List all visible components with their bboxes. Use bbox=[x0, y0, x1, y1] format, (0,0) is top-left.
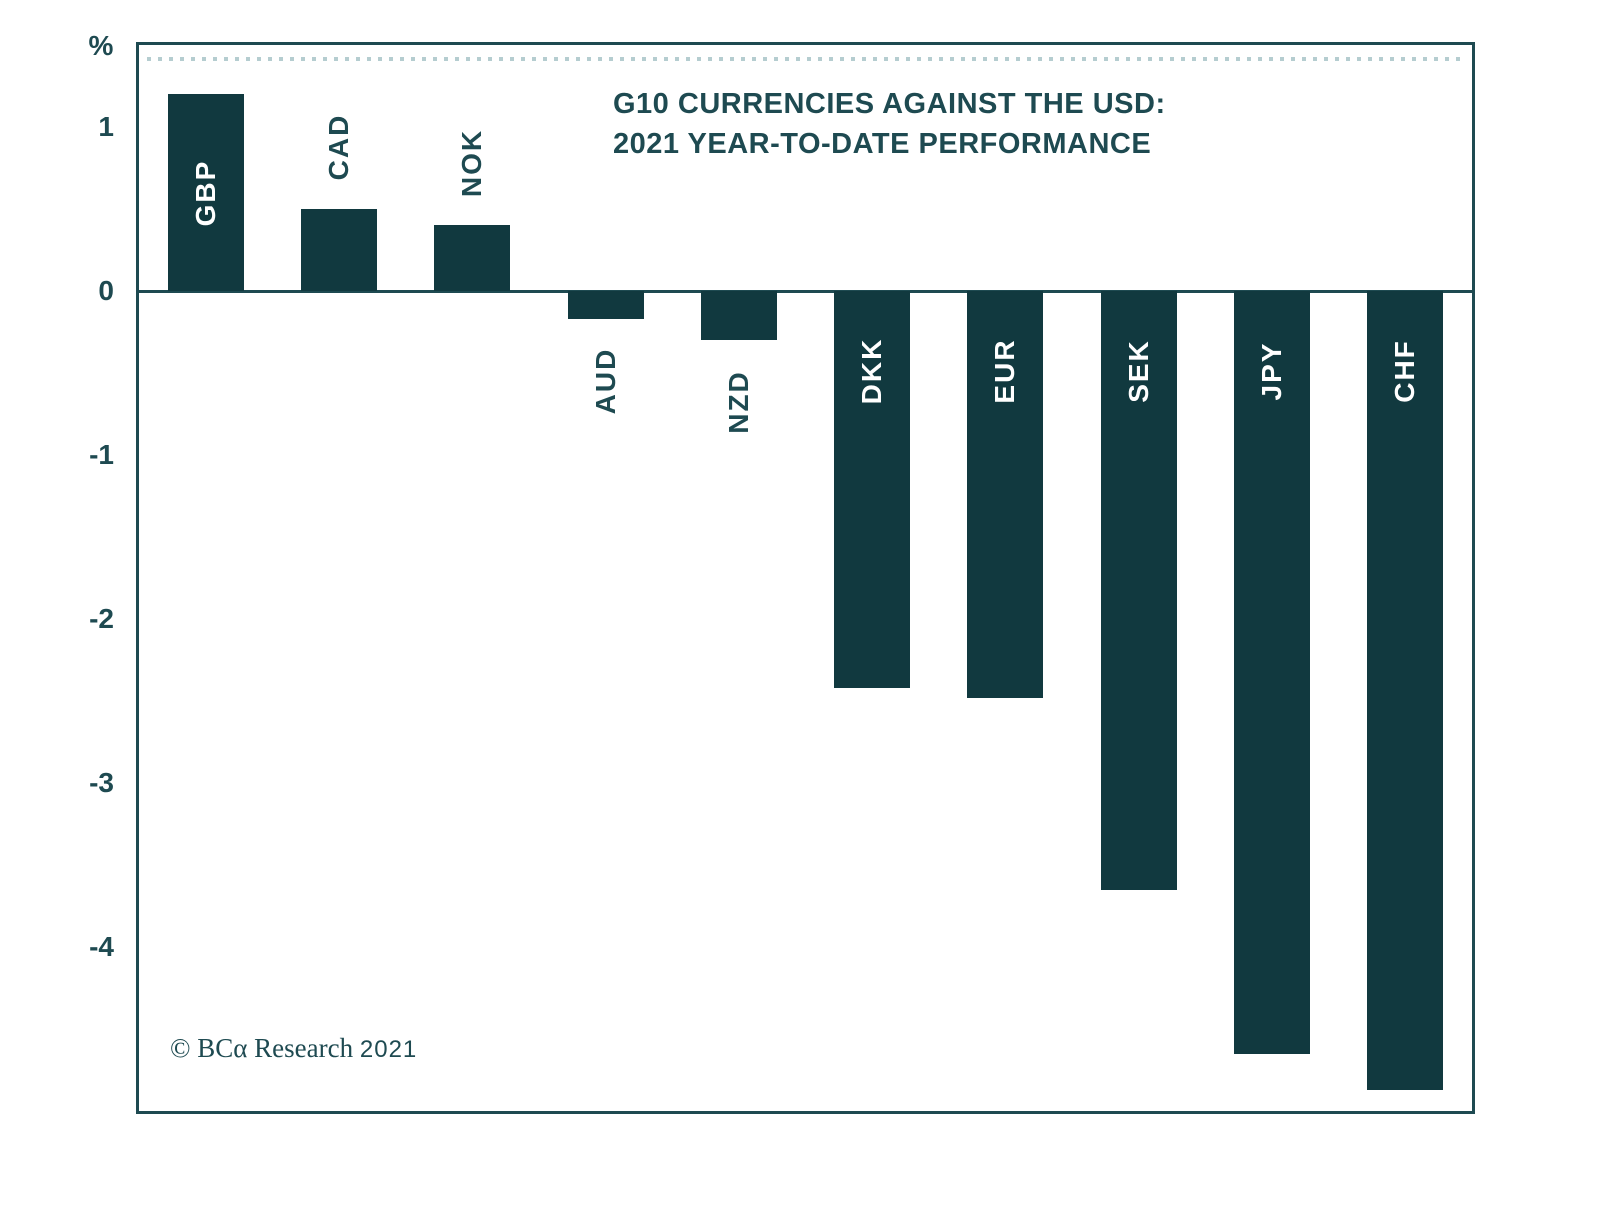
y-tick-label--3: -3 bbox=[89, 767, 114, 798]
bar-CAD bbox=[300, 209, 377, 291]
chart-title-line-2: 2021 YEAR-TO-DATE PERFORMANCE bbox=[613, 128, 1152, 160]
y-tick-label-0: 0 bbox=[98, 275, 114, 306]
bar-label-SEK: SEK bbox=[1122, 339, 1154, 403]
bar-label-NOK: NOK bbox=[456, 129, 488, 198]
bar-CHF bbox=[1367, 291, 1444, 1090]
bar-EUR bbox=[967, 291, 1044, 698]
source-brand: © BCα Research bbox=[170, 1033, 354, 1063]
zero-baseline bbox=[139, 289, 1472, 293]
bar-label-NZD: NZD bbox=[722, 370, 754, 434]
chart-title: G10 CURRENCIES AGAINST THE USD: 2021 YEA… bbox=[613, 84, 1166, 164]
bar-label-AUD: AUD bbox=[589, 347, 621, 415]
bar-label-JPY: JPY bbox=[1256, 341, 1288, 401]
y-tick-label--2: -2 bbox=[89, 603, 114, 634]
bar-GBP bbox=[167, 94, 244, 291]
y-tick-label-1: 1 bbox=[98, 111, 114, 142]
bar-AUD bbox=[567, 291, 644, 319]
bar-label-CAD: CAD bbox=[322, 113, 354, 181]
y-tick-label--4: -4 bbox=[89, 931, 114, 962]
source-year: 2021 bbox=[359, 1036, 418, 1063]
plot-area: GBP CAD NOK AUD NZD DKK EUR SEK JPY CHF bbox=[136, 42, 1475, 1114]
dotted-top-gridline bbox=[147, 57, 1462, 61]
y-tick-label--1: -1 bbox=[89, 439, 114, 470]
bar-NZD bbox=[700, 291, 777, 341]
bar-label-CHF: CHF bbox=[1389, 339, 1421, 403]
bar-NOK bbox=[434, 225, 511, 291]
bar-label-EUR: EUR bbox=[989, 338, 1021, 404]
bar-label-GBP: GBP bbox=[189, 159, 221, 226]
y-axis-unit-label: % bbox=[88, 30, 114, 61]
y-axis-tick-labels: 1 0 -1 -2 -3 -4 bbox=[0, 0, 114, 1225]
chart-title-line-1: G10 CURRENCIES AGAINST THE USD: bbox=[613, 88, 1166, 120]
source-attribution: © BCα Research 2021 bbox=[170, 1033, 417, 1064]
bar-SEK bbox=[1100, 291, 1177, 890]
bar-JPY bbox=[1234, 291, 1311, 1054]
bar-label-DKK: DKK bbox=[856, 337, 888, 405]
bar-DKK bbox=[834, 291, 911, 688]
